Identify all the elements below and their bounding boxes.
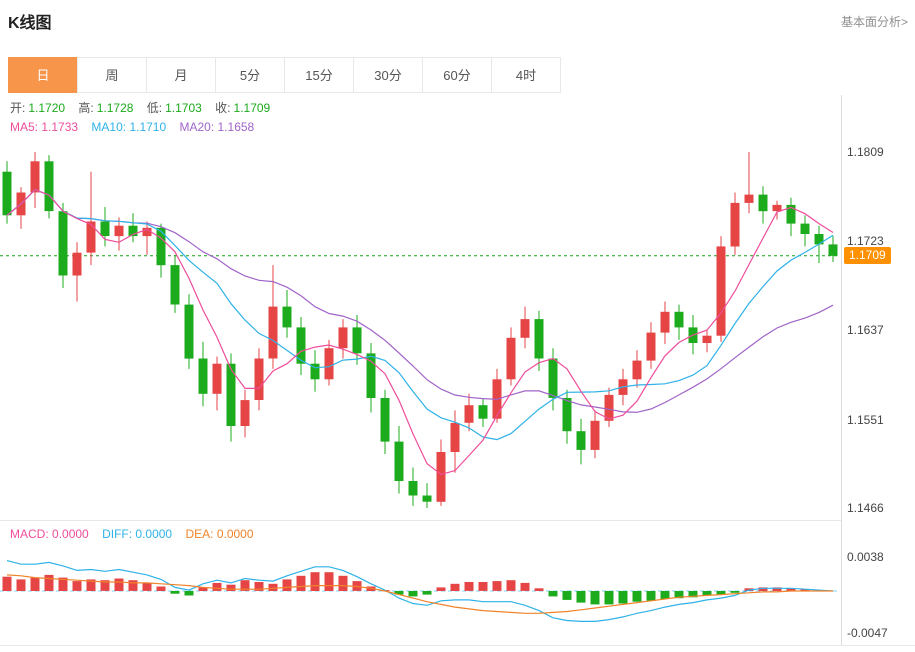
diff-label: DIFF: xyxy=(102,527,133,541)
ma20-value: 1.1658 xyxy=(217,120,255,134)
y-axis-label: 1.1637 xyxy=(847,323,884,337)
panel-divider-line xyxy=(0,520,841,521)
low-label: 低: xyxy=(146,101,163,115)
diff-value: 0.0000 xyxy=(135,527,173,541)
open-value: 1.1720 xyxy=(28,101,66,115)
tab-15min[interactable]: 15分 xyxy=(284,57,354,93)
tab-4hour[interactable]: 4时 xyxy=(491,57,561,93)
y-axis-line xyxy=(841,95,842,645)
ohlc-legend: 开: 1.1720 高: 1.1728 低: 1.1703 收: 1.1709 xyxy=(10,99,270,116)
tab-5min[interactable]: 5分 xyxy=(215,57,285,93)
ma-legend: MA5: 1.1733 MA10: 1.1710 MA20: 1.1658 xyxy=(10,120,254,134)
y-axis-label: 1.1723 xyxy=(847,234,884,248)
open-label: 开: xyxy=(10,101,26,115)
current-price-badge: 1.1709 xyxy=(844,247,891,264)
macd-chart-canvas[interactable] xyxy=(0,520,841,645)
ma5-value: 1.1733 xyxy=(41,120,79,134)
high-label: 高: xyxy=(78,101,94,115)
ma10-value: 1.1710 xyxy=(129,120,167,134)
low-value: 1.1703 xyxy=(165,101,202,115)
interval-tabbar: 日 周 月 5分 15分 30分 60分 4时 xyxy=(8,57,561,93)
macd-axis-label: -0.0047 xyxy=(847,626,888,640)
tab-daily[interactable]: 日 xyxy=(8,57,78,93)
tab-weekly[interactable]: 周 xyxy=(77,57,147,93)
ma10-label: MA10: xyxy=(91,120,127,134)
tab-monthly[interactable]: 月 xyxy=(146,57,216,93)
dea-value: 0.0000 xyxy=(216,527,254,541)
fundamental-analysis-link[interactable]: 基本面分析> xyxy=(840,15,908,29)
close-label: 收: xyxy=(215,101,231,115)
macd-label: MACD: xyxy=(10,527,49,541)
page-title: K线图 xyxy=(8,15,52,32)
y-axis-label: 1.1551 xyxy=(847,413,884,427)
bottom-border-line xyxy=(0,645,915,646)
y-axis-label: 1.1809 xyxy=(847,145,884,159)
close-value: 1.1709 xyxy=(233,101,271,115)
macd-axis-label: 0.0038 xyxy=(847,550,884,564)
candlestick-chart-canvas[interactable] xyxy=(0,95,841,520)
dea-label: DEA: xyxy=(185,527,214,541)
tab-60min[interactable]: 60分 xyxy=(422,57,492,93)
macd-legend: MACD: 0.0000 DIFF: 0.0000 DEA: 0.0000 xyxy=(10,527,254,541)
ma5-label: MA5: xyxy=(10,120,39,134)
y-axis-label: 1.1466 xyxy=(847,501,884,515)
macd-value: 0.0000 xyxy=(52,527,89,541)
tab-30min[interactable]: 30分 xyxy=(353,57,423,93)
ma20-label: MA20: xyxy=(179,120,215,134)
high-value: 1.1728 xyxy=(96,101,134,115)
